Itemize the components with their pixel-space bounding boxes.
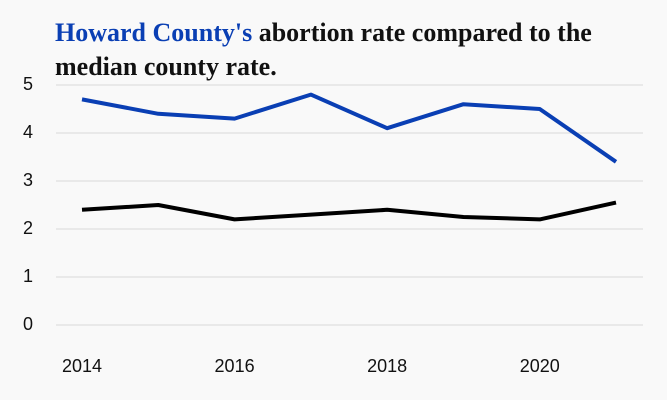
x-tick-label: 2020 (520, 356, 560, 376)
x-tick-label: 2016 (215, 356, 255, 376)
y-tick-label: 0 (23, 314, 33, 334)
y-tick-label: 5 (23, 74, 33, 94)
title-highlight: Howard County's (55, 18, 253, 47)
series-lines (81, 92, 618, 222)
y-tick-label: 1 (23, 266, 33, 286)
x-tick-label: 2018 (367, 356, 407, 376)
chart-title: Howard County's abortion rate compared t… (55, 16, 645, 84)
series-line (81, 92, 618, 164)
y-tick-label: 2 (23, 218, 33, 238)
x-tick-labels: 2014 2016 2018 2020 (62, 356, 560, 376)
series-line (81, 200, 617, 222)
y-tick-labels: 0 1 2 3 4 5 (23, 74, 33, 334)
y-tick-label: 3 (23, 170, 33, 190)
title-rest: abortion rate compared to the median cou… (55, 18, 592, 81)
y-gridlines (56, 84, 643, 326)
x-tick-label: 2014 (62, 356, 102, 376)
y-tick-label: 4 (23, 122, 33, 142)
